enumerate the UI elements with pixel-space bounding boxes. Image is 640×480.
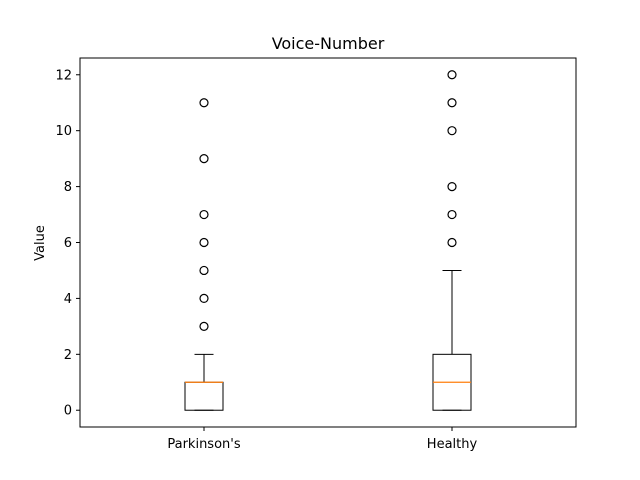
y-axis: 0 2 4 6 8 10 12 <box>55 68 80 418</box>
x-tick-label: Parkinson's <box>167 437 240 452</box>
plot-frame <box>80 58 576 427</box>
outlier-point <box>448 71 456 79</box>
outlier-point <box>200 239 208 247</box>
outlier-point <box>448 99 456 107</box>
y-tick-label: 12 <box>55 68 72 83</box>
outlier-point <box>448 183 456 191</box>
outlier-point <box>200 99 208 107</box>
outlier-point <box>448 239 456 247</box>
y-tick-label: 4 <box>64 292 72 307</box>
y-tick-label: 8 <box>64 180 72 195</box>
outlier-point <box>200 294 208 302</box>
y-axis-label: Value <box>33 225 48 261</box>
outlier-point <box>448 127 456 135</box>
outlier-point <box>200 322 208 330</box>
chart-title: Voice-Number <box>272 34 385 53</box>
x-axis: Parkinson's Healthy <box>167 427 477 452</box>
y-tick-label: 6 <box>64 236 72 251</box>
outlier-point <box>200 211 208 219</box>
y-tick-label: 2 <box>64 348 72 363</box>
y-tick-label: 10 <box>55 124 72 139</box>
boxes <box>185 71 471 410</box>
outlier-point <box>200 266 208 274</box>
box-iqr <box>185 382 223 410</box>
x-tick-label: Healthy <box>427 437 478 452</box>
y-tick-label: 0 <box>64 404 72 419</box>
box-group <box>433 71 471 410</box>
box-group <box>185 99 223 411</box>
outlier-point <box>448 211 456 219</box>
outlier-point <box>200 155 208 163</box>
